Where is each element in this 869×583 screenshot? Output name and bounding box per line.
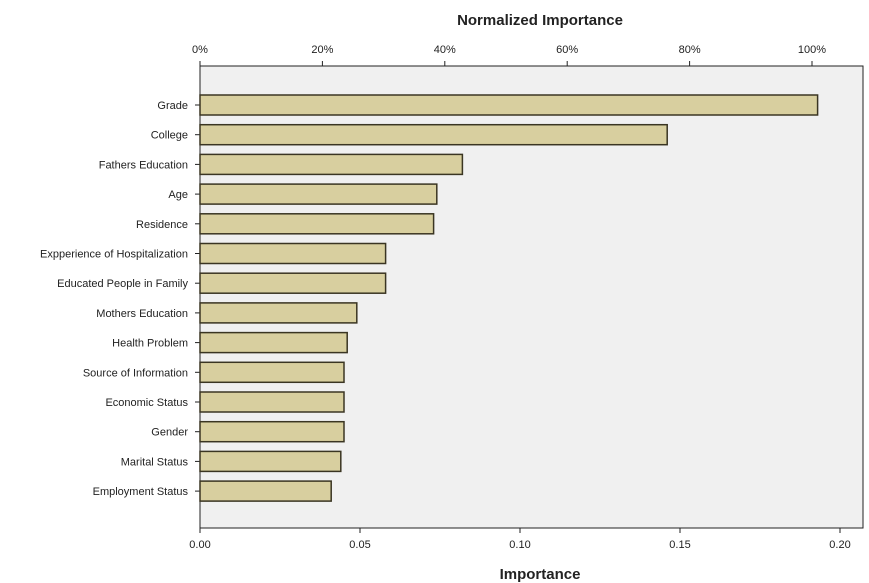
bar	[199, 420, 345, 443]
top-axis: 0% 20% 40% 60% 80% 100%	[192, 44, 826, 66]
bottom-tick-label: 0.10	[509, 539, 530, 551]
top-tick-label: 80%	[679, 44, 701, 56]
bar	[199, 450, 342, 473]
bar	[199, 94, 819, 116]
category-label: Educated People in Family	[57, 278, 188, 290]
bar	[199, 331, 348, 354]
category-label: Age	[168, 189, 188, 201]
bar	[199, 480, 332, 502]
category-label: Grade	[157, 100, 188, 112]
bottom-axis: 0.00 0.05 0.10 0.15 0.20	[189, 528, 851, 551]
category-label: Health Problem	[112, 338, 188, 350]
bars	[199, 94, 819, 502]
top-tick-label: 20%	[311, 44, 333, 56]
bar	[199, 242, 387, 265]
category-axis: Grade College Fathers Education Age Residenc…	[40, 100, 200, 498]
bar	[199, 391, 345, 413]
category-label: Fathers Education	[99, 159, 188, 171]
bottom-tick-label: 0.20	[829, 539, 850, 551]
category-label: Mothers Education	[96, 308, 188, 320]
bottom-tick-label: 0.15	[669, 539, 690, 551]
bar	[199, 302, 358, 324]
top-tick-label: 40%	[434, 44, 456, 56]
category-label: Residence	[136, 219, 188, 231]
category-label: Source of Information	[83, 367, 188, 379]
top-tick-label: 0%	[192, 44, 208, 56]
bar	[199, 272, 387, 294]
category-label: Expperience of Hospitalization	[40, 249, 188, 261]
category-label: Employment Status	[93, 486, 189, 498]
category-label: Gender	[151, 427, 188, 439]
bar	[199, 183, 438, 205]
category-label: Marital Status	[121, 456, 189, 468]
bar	[199, 123, 668, 146]
bar	[199, 361, 345, 384]
bar	[199, 153, 464, 176]
top-tick-label: 100%	[798, 44, 826, 56]
top-axis-title: Normalized Importance	[457, 12, 623, 29]
category-label: College	[151, 130, 188, 142]
top-tick-label: 60%	[556, 44, 578, 56]
category-label: Economic Status	[105, 397, 188, 409]
bottom-tick-label: 0.00	[189, 539, 210, 551]
bottom-axis-title: Importance	[500, 566, 581, 583]
bar	[199, 213, 435, 235]
bottom-tick-label: 0.05	[349, 539, 370, 551]
